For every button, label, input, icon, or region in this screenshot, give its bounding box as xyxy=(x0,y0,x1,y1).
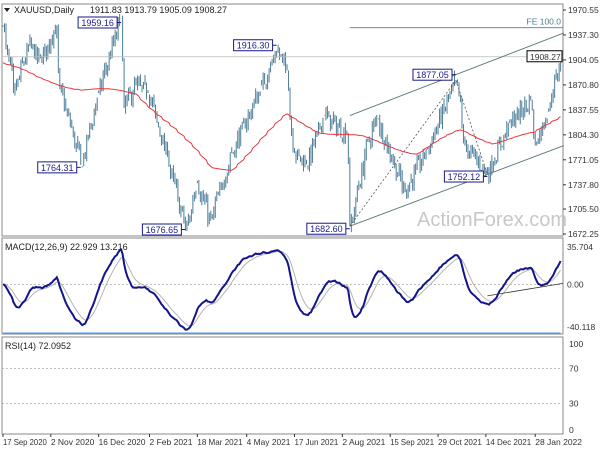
fe-label: FE 100.0 xyxy=(527,17,562,27)
watermark: ActionForex.com xyxy=(417,209,567,231)
x-tick-label: 14 Dec 2021 xyxy=(486,437,532,447)
x-tick-label: 4 May 2021 xyxy=(247,437,291,447)
macd-panel xyxy=(1,237,564,335)
macd-tick-label: -40.118 xyxy=(567,322,595,332)
price-tick-label: 1771.05 xyxy=(568,155,599,165)
price-tick-label: 1904.05 xyxy=(568,55,599,65)
macd-signal-line xyxy=(2,251,562,327)
rsi-tick-label: 70 xyxy=(569,363,579,373)
channel-lower-line xyxy=(349,145,564,227)
fib-dashed-line xyxy=(349,79,457,227)
price-label: 1959.16 xyxy=(81,18,114,28)
price-tick-label: 1804.30 xyxy=(568,130,599,140)
x-tick-label: 16 Dec 2020 xyxy=(99,437,146,447)
dropdown-triangle-icon[interactable] xyxy=(4,8,10,12)
x-tick-label: 28 Jan 2022 xyxy=(535,437,582,447)
rsi-tick-label: 30 xyxy=(569,399,579,409)
price-tick-label: 1672.25 xyxy=(568,229,599,239)
ohlc-header: 1911.83 1913.79 1905.09 1908.27 xyxy=(90,5,227,15)
macd-tick-label: 0.00 xyxy=(567,279,584,289)
price-label: 1916.30 xyxy=(237,41,270,51)
rsi-tick-label: 100 xyxy=(569,339,583,349)
last-price-box xyxy=(526,50,563,63)
price-tick-label: 1837.55 xyxy=(568,105,599,115)
price-tick-label: 1937.30 xyxy=(568,30,599,40)
price-label: 1752.12 xyxy=(448,172,481,182)
macd-line xyxy=(2,247,562,331)
price-label: 1682.60 xyxy=(310,224,343,234)
price-tick-label: 1705.50 xyxy=(568,204,599,214)
fib-dashed-line xyxy=(455,80,488,175)
x-tick-label: 2 Nov 2020 xyxy=(51,437,95,447)
price-label: 1764.31 xyxy=(41,163,74,173)
price-tick-label: 1737.80 xyxy=(568,180,599,190)
price-label: 1877.05 xyxy=(416,70,449,80)
price-tick-label: 1970.55 xyxy=(568,5,599,15)
macd-header: MACD(12,26,9) 22.929 13.216 xyxy=(5,242,128,252)
x-tick-label: 29 Oct 2021 xyxy=(438,437,482,447)
rsi-panel xyxy=(1,336,564,435)
price-panel xyxy=(1,3,564,237)
x-tick-label: 18 Mar 2021 xyxy=(197,437,243,447)
last-price-label: 1908.27 xyxy=(530,52,561,62)
moving-average-line xyxy=(2,62,561,171)
channel-upper-line xyxy=(349,32,565,116)
x-tick-label: 2 Aug 2021 xyxy=(342,437,385,447)
price-label: 1676.65 xyxy=(146,225,179,235)
x-tick-label: 17 Sep 2020 xyxy=(3,437,47,447)
price-tick-label: 1870.80 xyxy=(568,80,599,90)
macd-tick-label: 35.704 xyxy=(567,242,593,252)
x-tick-label: 17 Jun 2021 xyxy=(295,437,339,447)
macd-trendline xyxy=(487,282,564,297)
rsi-header: RSI(14) 72.0952 xyxy=(5,341,71,351)
x-tick-label: 15 Sep 2021 xyxy=(390,437,434,447)
rsi-tick-label: 0 xyxy=(569,425,574,435)
x-tick-label: 2 Feb 2021 xyxy=(150,437,193,447)
symbol-header: XAUUSD,Daily xyxy=(14,5,75,15)
